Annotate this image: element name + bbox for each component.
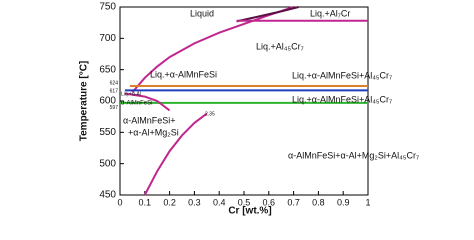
- x-tick-label: 0.8: [312, 197, 325, 207]
- phase-boundary: [131, 6, 294, 93]
- x-tick-label: 0.5: [238, 197, 251, 207]
- region-label: Liq.+Al₄₅Cr₇: [256, 41, 304, 51]
- x-tick-label: 0.6: [263, 197, 276, 207]
- region-label: Liq.+α-AlMnFeSi: [150, 69, 217, 79]
- region-label: +α-Al+Mg₂Si: [128, 127, 179, 137]
- x-tick-label: 0.4: [213, 197, 226, 207]
- y-tick-label: 700: [99, 33, 116, 44]
- temperature-label: 617: [110, 89, 119, 95]
- y-tick-label: 650: [99, 64, 116, 75]
- temperature-label: 624: [110, 80, 119, 86]
- x-tick-label: 0.7: [287, 197, 300, 207]
- phase-boundary: [124, 92, 171, 112]
- phase-boundary: [143, 112, 208, 196]
- region-label: α-AlMnFeSi+α-Al+Mg₂Si+Al₄₅Cr₇: [288, 150, 419, 160]
- region-label: Liq.+α-Al: [121, 91, 141, 97]
- region-label: Liq.+α-AlMnFeSi+Al₄₅Cr₇: [292, 70, 392, 80]
- x-tick-label: 0.1: [139, 197, 152, 207]
- phase-boundary: [236, 6, 299, 23]
- region-label: Liquid: [190, 8, 214, 18]
- y-tick-label: 750: [99, 2, 116, 13]
- region-label: Liq.+α-AlMnFeSi+Al₄₅Cr₇: [292, 94, 392, 104]
- region-label: α-AlMnFeSi: [121, 101, 152, 107]
- temperature-label: 597: [110, 105, 119, 111]
- x-tick-label: 0.9: [337, 197, 350, 207]
- y-tick-label: 600: [99, 96, 116, 107]
- y-axis-label: Temperature [°C]: [79, 61, 90, 142]
- y-tick-label: 500: [99, 158, 116, 169]
- region-label: α-AlMnFeSi+: [123, 115, 175, 125]
- x-tick-label: 1: [365, 197, 370, 207]
- region-label: 2.35: [205, 111, 215, 117]
- y-tick-label: 550: [99, 127, 116, 138]
- x-tick-label: 0.2: [163, 197, 176, 207]
- chart: Cr [wt.%] Temperature [°C] 0 0.1 0.2 0.3 0.4…: [79, 2, 419, 217]
- x-tick-label: 0: [117, 197, 122, 207]
- x-axis-label: Cr [wt.%]: [228, 206, 271, 217]
- region-label: Liq.+Al₇Cr: [310, 8, 350, 18]
- y-tick-label: 450: [99, 190, 116, 201]
- x-tick-label: 0.3: [188, 197, 201, 207]
